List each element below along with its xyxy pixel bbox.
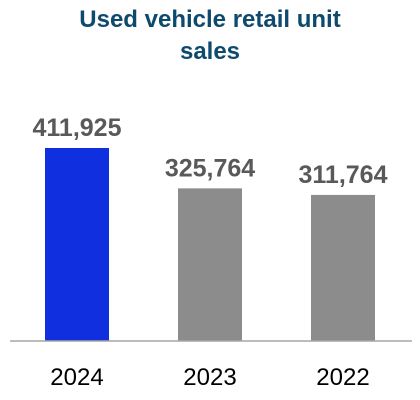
bar-2022 xyxy=(311,194,375,341)
chart-title-line-2: sales xyxy=(179,38,241,65)
value-label-2024: 411,925 xyxy=(33,114,122,142)
labels-layer: 411,925 2024 325,764 2023 311,764 2022 xyxy=(33,114,388,391)
x-tick-label-2023: 2023 xyxy=(183,364,236,391)
bar-2024 xyxy=(45,148,109,341)
bars-layer xyxy=(45,148,375,341)
value-label-2022: 311,764 xyxy=(299,161,388,189)
chart-title-line-1: Used vehicle retail unit xyxy=(79,6,341,33)
x-tick-label-2024: 2024 xyxy=(50,364,103,391)
bar-2023 xyxy=(178,188,242,341)
value-label-2023: 325,764 xyxy=(165,154,255,182)
x-tick-label-2022: 2022 xyxy=(316,364,369,391)
chart-title: Used vehicle retail unit sales xyxy=(0,4,420,68)
